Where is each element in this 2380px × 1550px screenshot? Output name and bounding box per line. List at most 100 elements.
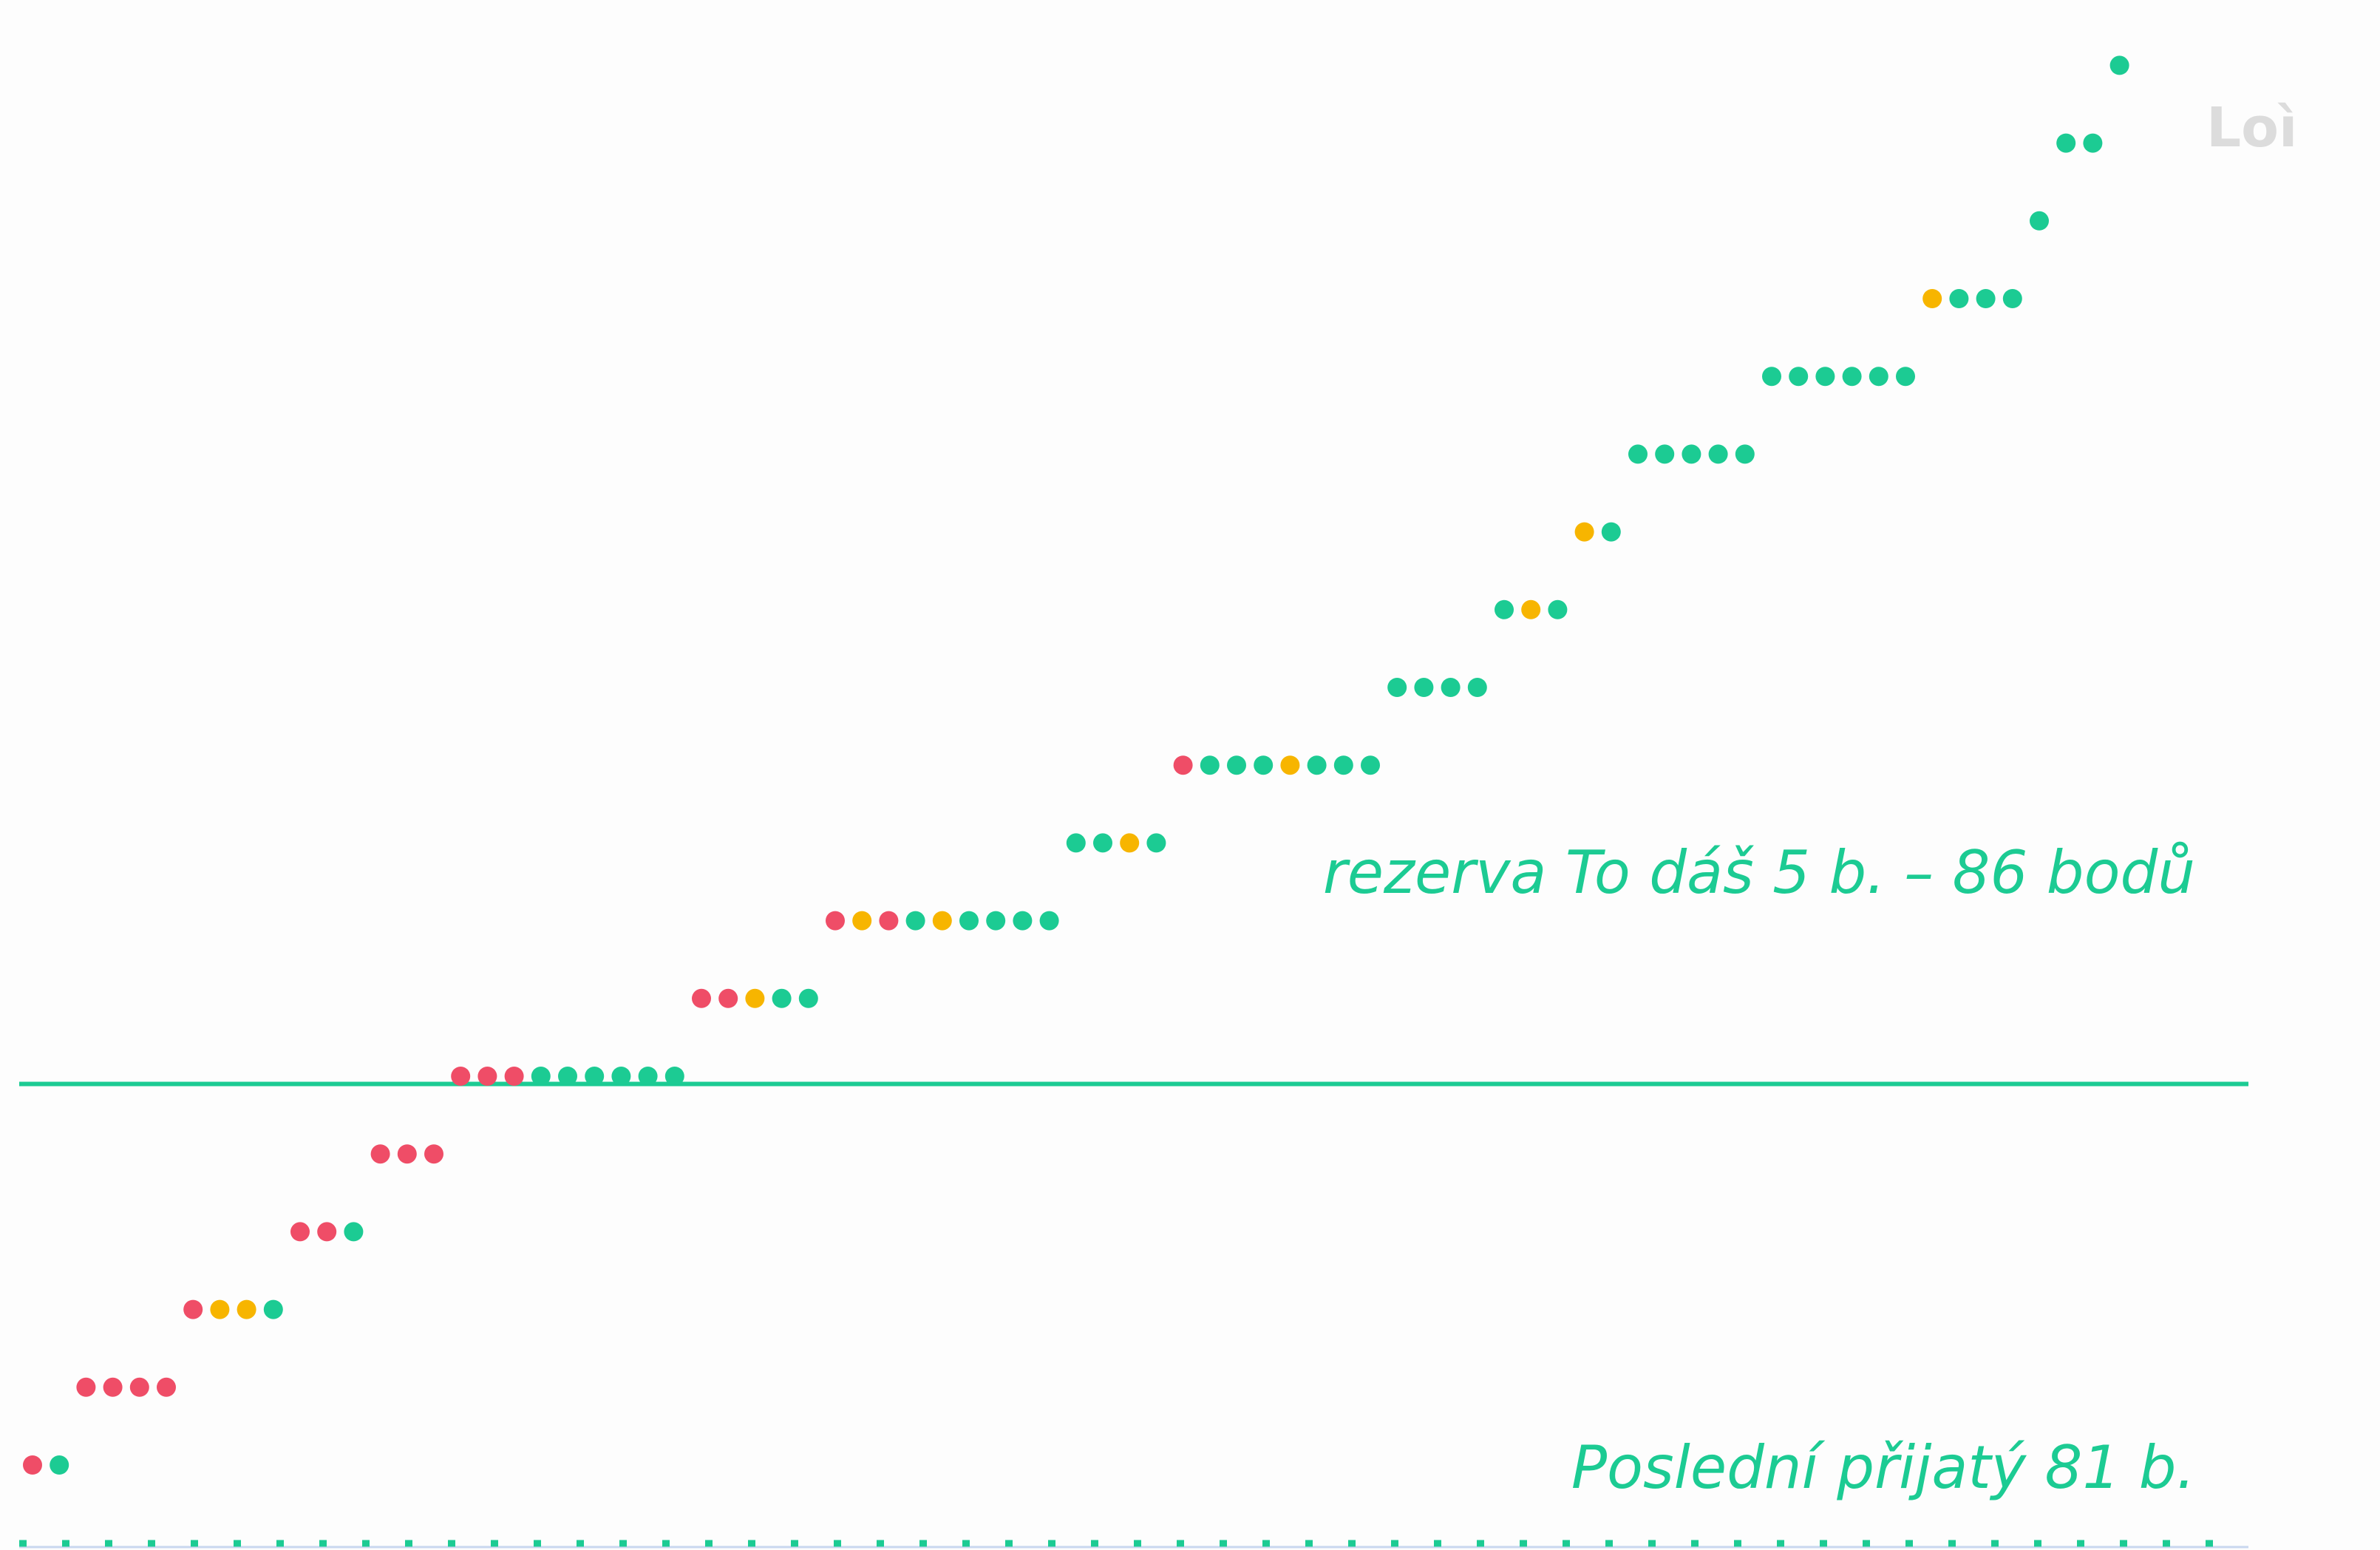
dot-rows bbox=[23, 55, 2129, 1475]
dot-yellow bbox=[932, 911, 952, 931]
dot-green bbox=[558, 1067, 577, 1086]
dot-row-86 bbox=[451, 1067, 684, 1086]
dot-green bbox=[1146, 833, 1166, 853]
dot-green bbox=[2002, 289, 2022, 308]
dot-green bbox=[664, 1067, 684, 1086]
dot-green bbox=[531, 1067, 551, 1086]
dot-row-95 bbox=[1762, 367, 1915, 387]
dot-red bbox=[157, 1377, 176, 1397]
dot-row-81 bbox=[23, 1455, 69, 1475]
dot-red bbox=[692, 988, 711, 1008]
dot-green bbox=[1842, 367, 1862, 387]
dot-row-87 bbox=[692, 988, 818, 1008]
reference-lines bbox=[19, 1081, 2248, 1549]
dot-yellow bbox=[852, 911, 872, 931]
dot-red bbox=[370, 1144, 390, 1164]
dot-red bbox=[826, 911, 845, 931]
dot-row-99 bbox=[2109, 55, 2129, 75]
dot-green bbox=[1414, 678, 1434, 697]
dot-green bbox=[1467, 678, 1487, 697]
dot-green bbox=[905, 911, 925, 931]
dot-green bbox=[1039, 911, 1059, 931]
dot-yellow bbox=[1922, 289, 1942, 308]
dot-green bbox=[1200, 755, 1220, 775]
dot-row-89 bbox=[1066, 833, 1166, 853]
dot-yellow bbox=[1280, 755, 1300, 775]
dot-red bbox=[183, 1299, 203, 1319]
dot-green bbox=[1601, 522, 1621, 542]
dot-green bbox=[1655, 444, 1675, 464]
dot-green bbox=[1361, 755, 1380, 775]
dot-green bbox=[2056, 133, 2076, 153]
dot-green bbox=[798, 988, 818, 1008]
dot-row-82 bbox=[76, 1377, 176, 1397]
dot-yellow bbox=[1574, 522, 1594, 542]
dot-red bbox=[129, 1377, 149, 1397]
dot-green bbox=[986, 911, 1006, 931]
dot-red bbox=[76, 1377, 96, 1397]
dot-green bbox=[1949, 289, 1969, 308]
dot-row-91 bbox=[1387, 678, 1487, 697]
dot-red bbox=[103, 1377, 123, 1397]
dot-green bbox=[772, 988, 792, 1008]
dot-red bbox=[23, 1455, 42, 1475]
dot-green bbox=[1254, 755, 1274, 775]
dot-red bbox=[317, 1222, 337, 1242]
dot-green bbox=[1762, 367, 1781, 387]
reserve-line-label: rezerva To dáš 5 b. – 86 bodů bbox=[1323, 838, 2195, 907]
dot-green bbox=[1066, 833, 1086, 853]
dot-green bbox=[2109, 55, 2129, 75]
dot-green bbox=[1896, 367, 1915, 387]
dot-yellow bbox=[745, 988, 765, 1008]
dot-green bbox=[1735, 444, 1755, 464]
dot-row-92 bbox=[1495, 599, 1568, 619]
dot-green bbox=[1708, 444, 1728, 464]
dot-row-90 bbox=[1173, 755, 1380, 775]
dot-red bbox=[504, 1067, 524, 1086]
dot-green bbox=[1387, 678, 1407, 697]
dot-red bbox=[1173, 755, 1193, 775]
dot-green bbox=[2030, 211, 2049, 231]
dot-yellow bbox=[210, 1299, 230, 1319]
dot-red bbox=[477, 1067, 497, 1086]
dot-green bbox=[1548, 599, 1568, 619]
dot-red bbox=[718, 988, 738, 1008]
dot-green bbox=[1682, 444, 1701, 464]
dot-green bbox=[638, 1067, 658, 1086]
dot-green bbox=[1013, 911, 1033, 931]
dot-yellow bbox=[1521, 599, 1541, 619]
dot-row-88 bbox=[826, 911, 1059, 931]
dot-green bbox=[611, 1067, 631, 1086]
dot-green bbox=[1495, 599, 1514, 619]
dot-green bbox=[1869, 367, 1888, 387]
dot-green bbox=[1976, 289, 1996, 308]
dot-row-84 bbox=[290, 1222, 364, 1242]
dot-green bbox=[50, 1455, 69, 1475]
dot-row-93 bbox=[1574, 522, 1621, 542]
dot-row-97 bbox=[2030, 211, 2049, 231]
dot-row-94 bbox=[1628, 444, 1755, 464]
dot-green bbox=[2083, 133, 2103, 153]
dot-row-98 bbox=[2056, 133, 2103, 153]
dot-red bbox=[290, 1222, 310, 1242]
dot-green bbox=[1628, 444, 1648, 464]
last-admitted-label: Poslední přijatý 81 b. bbox=[1571, 1433, 2195, 1502]
dot-yellow bbox=[1120, 833, 1140, 853]
dot-green bbox=[1227, 755, 1246, 775]
dot-row-83 bbox=[183, 1299, 283, 1319]
dot-green bbox=[959, 911, 979, 931]
dot-red bbox=[879, 911, 899, 931]
dot-green bbox=[1441, 678, 1461, 697]
dot-green bbox=[1333, 755, 1353, 775]
dot-green bbox=[344, 1222, 364, 1242]
dot-row-85 bbox=[370, 1144, 443, 1164]
dot-green bbox=[1815, 367, 1835, 387]
dot-green bbox=[1093, 833, 1112, 853]
dot-green bbox=[1789, 367, 1809, 387]
dot-yellow bbox=[237, 1299, 256, 1319]
dot-red bbox=[397, 1144, 417, 1164]
dot-green bbox=[585, 1067, 605, 1086]
dot-green bbox=[1307, 755, 1327, 775]
